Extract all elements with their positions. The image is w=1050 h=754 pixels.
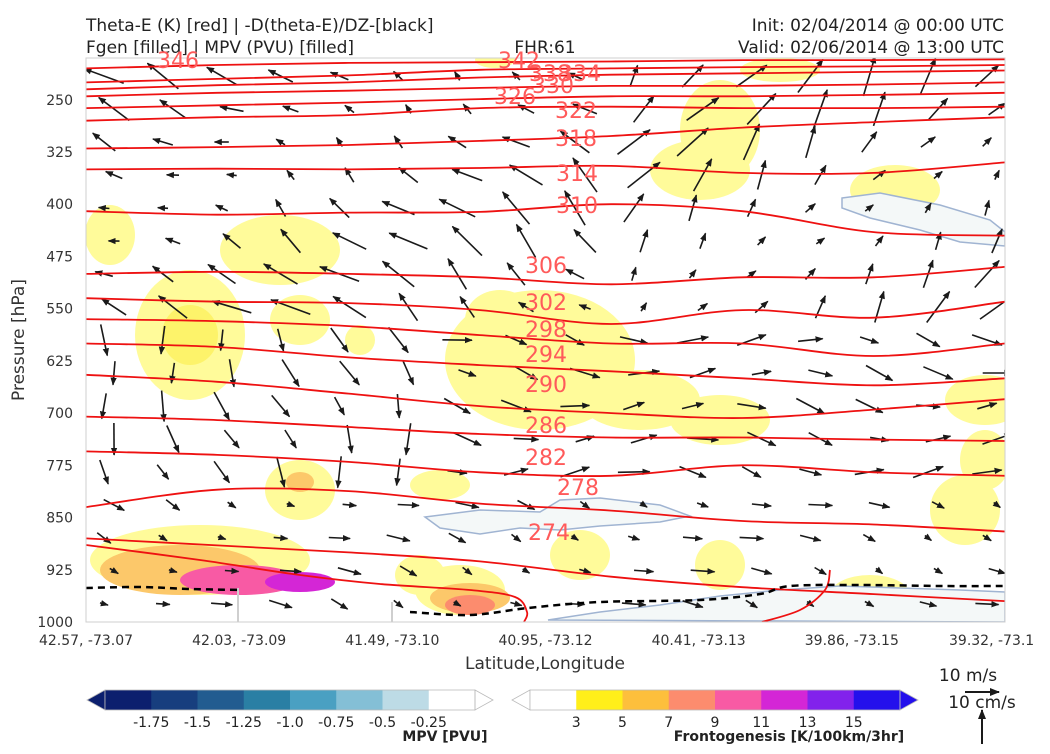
x-tick-label: 42.03, -73.09 <box>192 633 286 649</box>
wind-vector <box>158 208 168 209</box>
ref-horizontal-label: 10 m/s <box>939 666 997 686</box>
y-tick-label: 400 <box>46 197 73 213</box>
y-tick-label: 325 <box>46 145 73 161</box>
reference-vectors: 10 m/s 10 cm/s <box>939 666 1016 744</box>
wind-vector <box>156 604 170 605</box>
x-tick-label: 40.95, -73.12 <box>498 633 592 649</box>
fgen-colorbar-segment <box>808 690 855 710</box>
mpv-extend-min <box>87 690 105 710</box>
fgen-extend-min <box>512 690 530 710</box>
theta-e-label-286: 286 <box>525 414 567 439</box>
mpv-colorbar-segment <box>105 690 152 710</box>
theta-e-label-314: 314 <box>556 162 598 187</box>
fgen-region <box>345 325 375 355</box>
fgen-extend-max <box>900 690 918 710</box>
y-tick-label: 1000 <box>37 615 73 631</box>
fgen-colorbar-segment <box>576 690 623 710</box>
valid-time: Valid: 02/06/2014 @ 13:00 UTC <box>738 38 1004 58</box>
theta-e-label-310: 310 <box>556 194 598 219</box>
fgen-colorbar-segment <box>854 690 901 710</box>
mpv-colorbar-tick: -1.0 <box>276 715 303 731</box>
mpv-colorbar-segment <box>151 690 198 710</box>
theta-e-label-298: 298 <box>525 318 567 343</box>
wind-vector <box>329 538 350 539</box>
y-tick-label: 625 <box>46 354 73 370</box>
theta-e-label-318: 318 <box>555 127 597 152</box>
theta-e-label-322: 322 <box>555 99 597 124</box>
fgen-colorbar-tick: 5 <box>618 715 627 731</box>
y-tick-label: 925 <box>46 563 73 579</box>
mpv-colorbar-tick: -0.75 <box>318 715 354 731</box>
theta-e-label-290: 290 <box>525 373 567 398</box>
x-tick-label: 42.57, -73.07 <box>39 633 133 649</box>
theta-e-label-306: 306 <box>525 254 567 279</box>
fgen-region <box>395 555 445 595</box>
mpv-colorbar-segment <box>336 690 383 710</box>
y-tick-label: 700 <box>46 406 73 422</box>
x-tick-label: 41.49, -73.10 <box>345 633 439 649</box>
fgen-region <box>162 305 218 365</box>
fgen-region <box>410 470 470 500</box>
mpv-colorbar-segment <box>198 690 245 710</box>
fgen-colorbar-tick: 3 <box>572 715 581 731</box>
mpv-colorbar-segment <box>429 690 476 710</box>
wind-vector <box>225 571 239 572</box>
theta-e-label-274: 274 <box>528 521 570 546</box>
x-tick-label: 39.32, -73.1 <box>949 633 1034 649</box>
mpv-colorbar-tick: -1.25 <box>226 715 262 731</box>
x-tick-label: 39.86, -73.15 <box>805 633 899 649</box>
fgen-region <box>930 475 1000 545</box>
fgen-colorbar-segment <box>530 690 577 710</box>
mpv-colorbar: -1.75-1.5-1.25-1.0-0.75-0.5-0.25 <box>87 690 493 731</box>
mpv-colorbar-segment <box>383 690 430 710</box>
fgen-colorbar-segment <box>761 690 808 710</box>
mpv-colorbar-segment <box>244 690 291 710</box>
wind-vector <box>618 472 650 473</box>
header-title-line1: Theta-E (K) [red] | -D(theta-E)/DZ-[blac… <box>85 16 434 36</box>
wind-vector <box>99 208 110 209</box>
mpv-colorbar-title: MPV [PVU] <box>402 729 487 745</box>
fgen-colorbar-tick: 7 <box>664 715 673 731</box>
x-tick-label: 40.41, -73.13 <box>652 633 746 649</box>
y-axis-label: Pressure [hPa] <box>9 279 29 401</box>
theta-e-label-326: 326 <box>494 85 536 110</box>
theta-e-label-278: 278 <box>557 476 599 501</box>
fgen-region <box>695 540 745 590</box>
fgen-colorbar-segment <box>715 690 762 710</box>
mpv-colorbar-tick: -1.75 <box>133 715 169 731</box>
y-tick-label: 475 <box>46 249 73 265</box>
y-tick-label: 250 <box>46 93 73 109</box>
theta-e-label-294: 294 <box>525 343 567 368</box>
fgen-colorbar-segment <box>669 690 716 710</box>
theta-e-label-302: 302 <box>525 291 567 316</box>
y-tick-label: 775 <box>46 458 73 474</box>
theta-e-label-346: 346 <box>157 49 199 74</box>
fgen-colorbar-segment <box>623 690 670 710</box>
mpv-colorbar-tick: -0.5 <box>369 715 396 731</box>
mpv-colorbar-tick: -1.5 <box>184 715 211 731</box>
wind-vector <box>398 505 419 506</box>
y-tick-label: 550 <box>46 302 73 318</box>
fgen-colorbar-title: Frontogenesis [K/100km/3hr] <box>674 729 904 745</box>
mpv-colorbar-segment <box>290 690 337 710</box>
x-axis-ticks: 42.57, -73.07 42.03, -73.09 41.49, -73.10 4… <box>39 633 1034 649</box>
fgen-region <box>85 205 135 265</box>
theta-e-label-330: 330 <box>532 74 574 99</box>
x-axis-label: Latitude,Longitude <box>465 654 625 674</box>
header-title-line2: Fgen [filled] | MPV (PVU) [filled] <box>86 38 354 58</box>
fgen-region <box>445 595 495 615</box>
y-tick-label: 850 <box>46 511 73 527</box>
mpv-extend-max <box>475 690 493 710</box>
init-time: Init: 02/04/2014 @ 00:00 UTC <box>752 16 1004 36</box>
wind-vector <box>808 505 832 506</box>
y-axis-ticks: 250 325 400 475 550 625 700 775 850 925 1000 <box>37 93 73 631</box>
theta-e-label-282: 282 <box>525 446 567 471</box>
